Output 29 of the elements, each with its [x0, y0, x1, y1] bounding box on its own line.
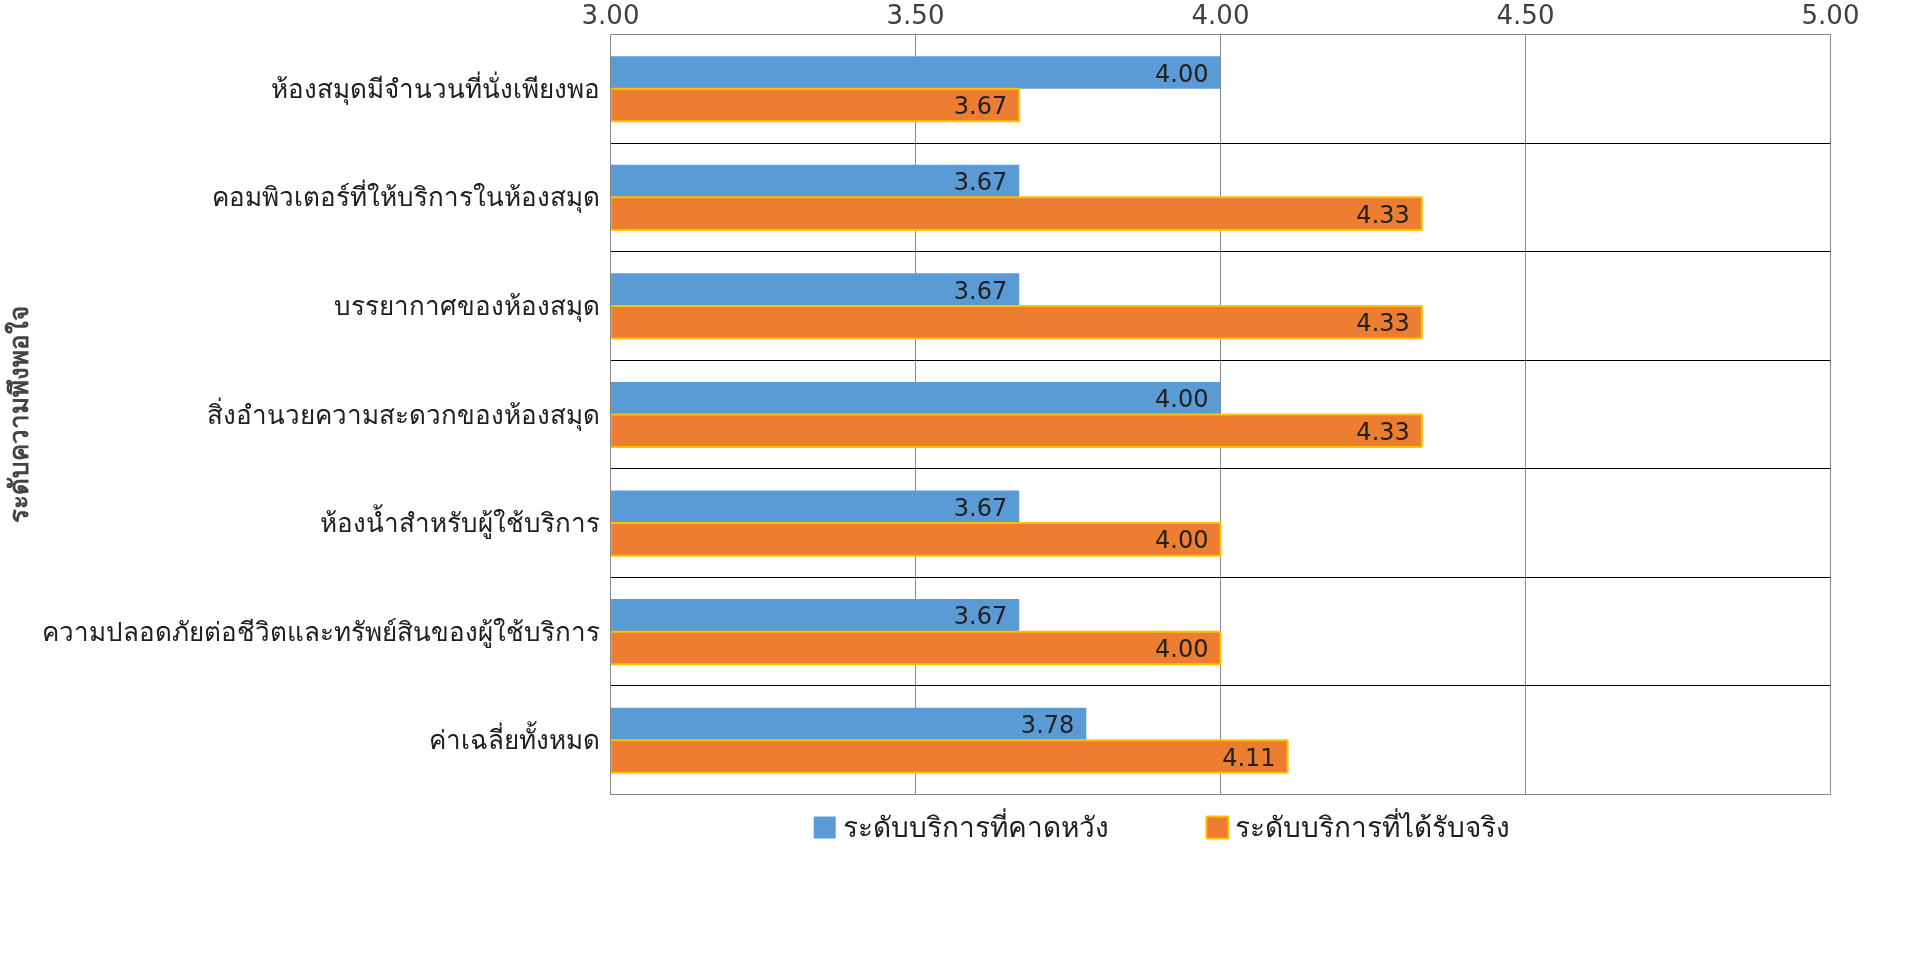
- y-tick-label: ห้องสมุดมีจำนวนที่นั่งเพียงพอ: [270, 70, 600, 105]
- data-label: 4.33: [1356, 309, 1410, 338]
- data-label: 4.00: [1155, 526, 1209, 555]
- x-tick-label: 3.00: [581, 0, 640, 30]
- data-label: 3.67: [953, 493, 1008, 522]
- data-label: 4.11: [1222, 743, 1276, 772]
- y-tick-label: สิ่งอำนวยความสะดวกของห้องสมุด: [206, 396, 600, 431]
- data-label: 3.67: [953, 276, 1008, 305]
- data-label: 4.00: [1155, 59, 1209, 88]
- y-tick-label: ความปลอดภัยต่อชีวิตและทรัพย์สินของผู้ใช้บริการ: [41, 616, 600, 648]
- y-tick-label: ค่าเฉลี่ยทั้งหมด: [428, 721, 600, 756]
- data-label: 4.33: [1356, 417, 1410, 446]
- data-label: 3.67: [953, 168, 1008, 197]
- data-label: 3.78: [1020, 710, 1075, 739]
- x-tick-label: 3.50: [886, 0, 945, 30]
- data-label: 4.00: [1155, 385, 1209, 414]
- x-tick-label: 4.50: [1496, 0, 1555, 30]
- data-label: 3.67: [953, 602, 1008, 631]
- y-tick-label: ห้องน้ำสำหรับผู้ใช้บริการ: [319, 504, 600, 540]
- x-tick-label: 5.00: [1801, 0, 1860, 30]
- legend-label: ระดับบริการที่ได้รับจริง: [1235, 808, 1511, 844]
- data-label: 3.67: [953, 92, 1008, 121]
- x-tick-label: 4.00: [1191, 0, 1250, 30]
- y-tick-label: คอมพิวเตอร์ที่ให้บริการในห้องสมุด: [211, 179, 600, 214]
- data-label: 4.00: [1155, 634, 1209, 663]
- y-tick-label: บรรยากาศของห้องสมุด: [333, 290, 600, 322]
- legend-label: ระดับบริการที่คาดหวัง: [842, 808, 1109, 844]
- data-label: 4.33: [1356, 200, 1410, 229]
- y-axis-title: ระดับความพึงพอใจ: [3, 306, 34, 523]
